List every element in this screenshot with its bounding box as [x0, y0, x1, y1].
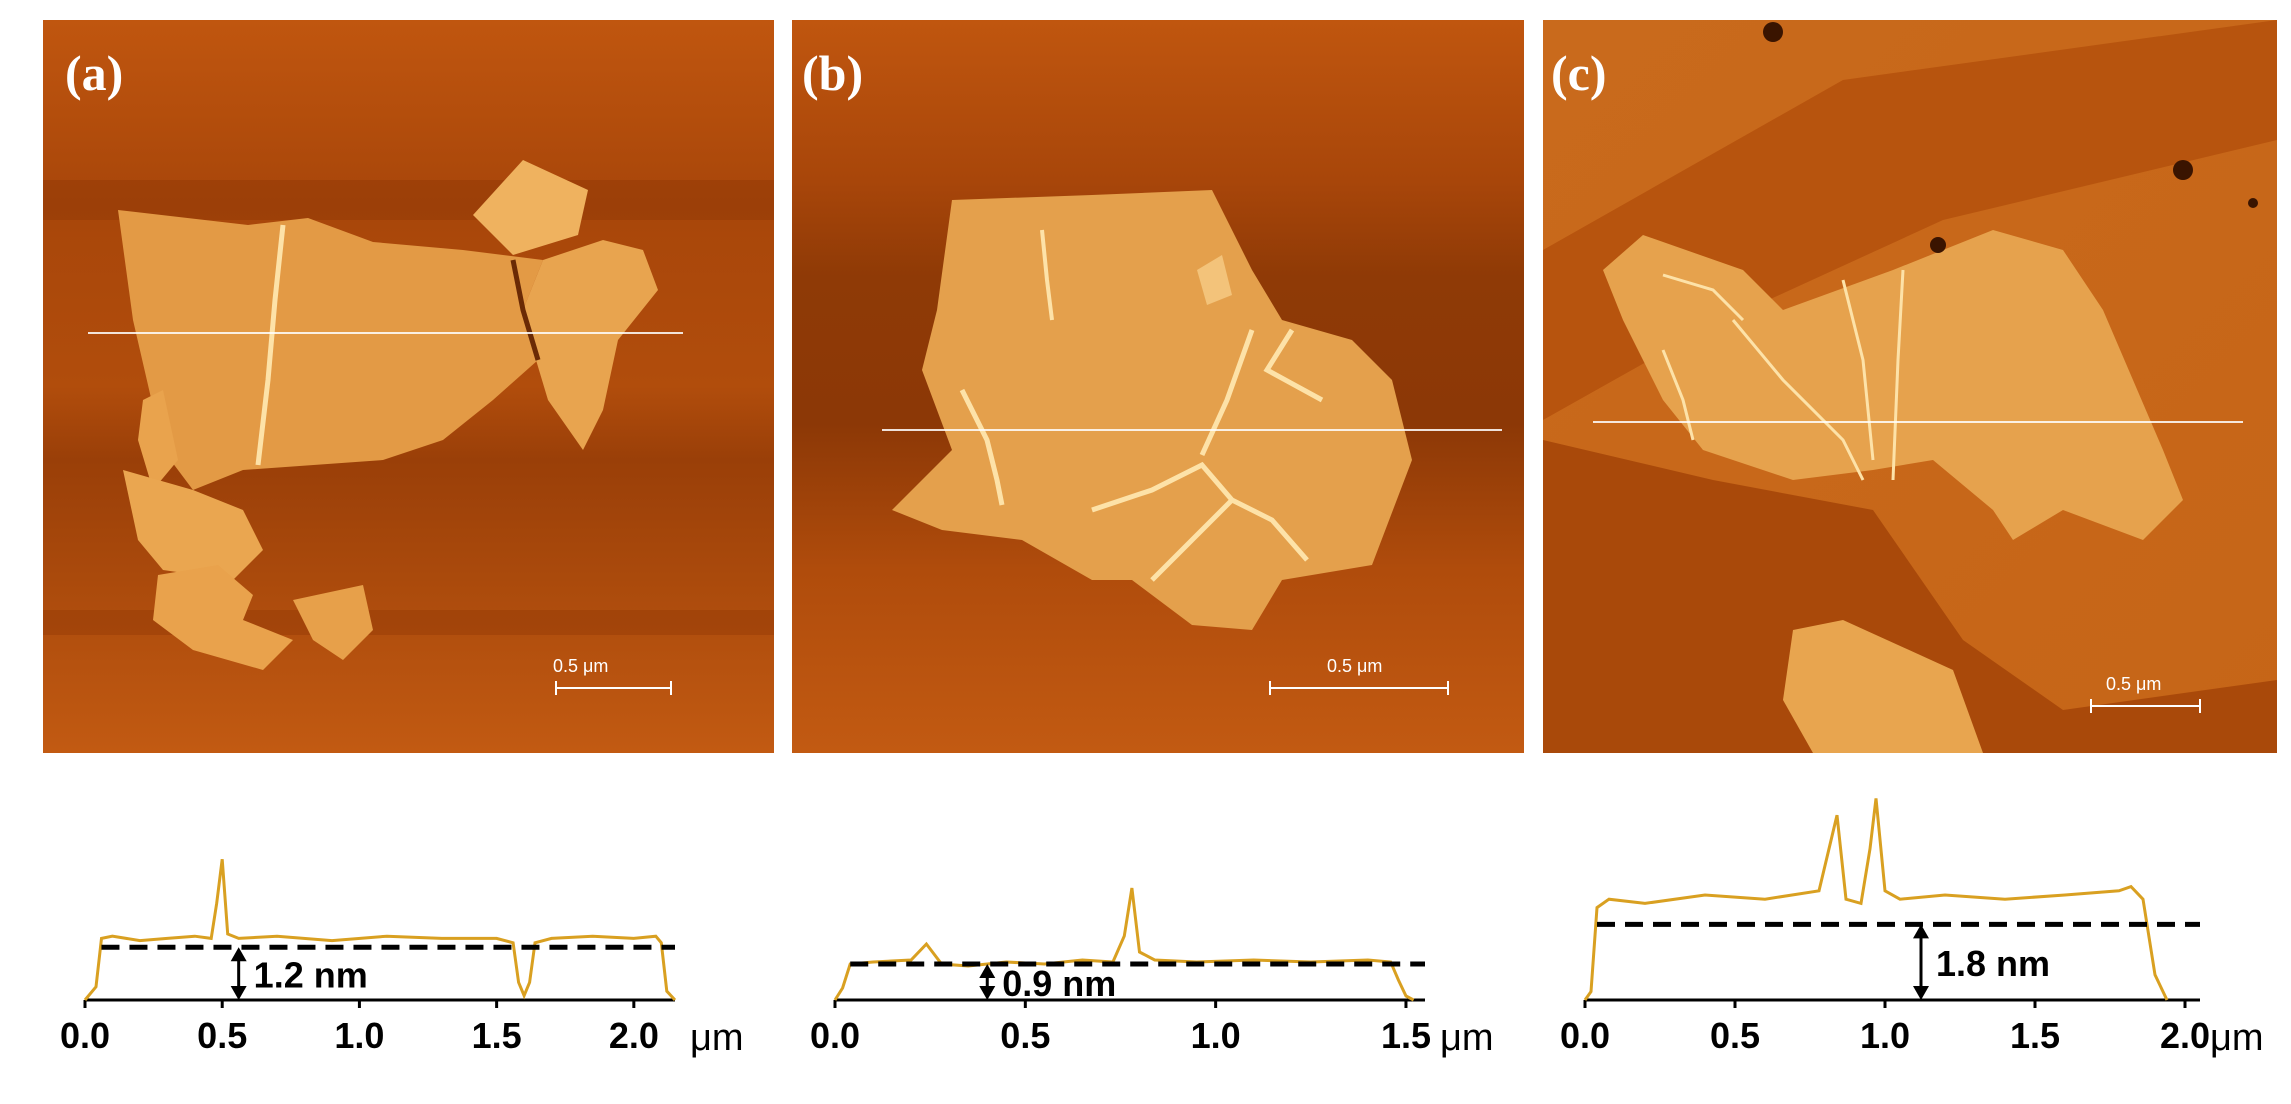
crack — [1040, 229, 1054, 321]
flake — [118, 210, 543, 490]
afm-image-a: (a) 0.5 μm — [43, 20, 774, 753]
substrate-band — [43, 610, 774, 635]
flake — [473, 160, 588, 255]
x-tick-label: 1.0 — [334, 1015, 384, 1056]
pit — [2248, 198, 2258, 208]
crack — [255, 224, 286, 466]
profile-series-line — [1583, 798, 2169, 1001]
flake — [138, 390, 178, 490]
flake — [1783, 620, 1983, 753]
arrow-head-bottom — [979, 986, 996, 1000]
height-profile-b: 0.0 0.5 1.0 1.5 μm 0.9 nm — [810, 887, 1494, 1059]
arrow-head-top — [979, 964, 996, 978]
substrate-band — [1543, 440, 2277, 753]
x-tick-label: 1.5 — [1381, 1015, 1431, 1056]
crack — [1731, 319, 1865, 481]
step-height-label: 0.9 nm — [1002, 963, 1116, 1004]
afm-panel-c: (c) 0.5 μm — [1543, 20, 2277, 753]
scale-bar-label: 0.5 μm — [553, 656, 608, 676]
pit — [1763, 22, 1783, 42]
flake — [523, 240, 658, 450]
crack — [1199, 329, 1255, 457]
substrate-band — [1543, 20, 2277, 420]
flake — [1197, 255, 1232, 305]
x-tick-label: 0.5 — [197, 1015, 247, 1056]
x-axis-unit: μm — [2210, 1017, 2264, 1059]
height-profile-a: 0.0 0.5 1.0 1.5 2.0 μm 1.2 nm — [60, 859, 744, 1059]
crack — [1263, 328, 1324, 403]
arrow-head-bottom — [230, 986, 247, 1000]
x-tick-label: 2.0 — [2160, 1015, 2210, 1056]
panel-label: (c) — [1551, 45, 1607, 101]
crack — [1661, 349, 1695, 441]
flake — [293, 585, 373, 660]
profile-series-line — [83, 859, 677, 1002]
flake — [892, 190, 1412, 630]
x-tick-label: 2.0 — [609, 1015, 659, 1056]
scale-bar-label: 0.5 μm — [1327, 656, 1382, 676]
height-profile-c: 0.0 0.5 1.0 1.5 2.0 μm 1.8 nm — [1560, 798, 2264, 1059]
arrow-head-top — [1913, 924, 1929, 939]
x-tick-label: 0.0 — [60, 1015, 110, 1056]
crack — [959, 388, 1005, 506]
panel-label: (b) — [802, 45, 863, 101]
afm-panel-b: (b) 0.5 μm — [792, 20, 1524, 753]
step-height-label: 1.2 nm — [254, 955, 368, 996]
step-height-label: 1.8 nm — [1936, 943, 2050, 984]
flake — [1603, 230, 2183, 540]
panel-label: (a) — [65, 45, 123, 101]
crack — [1150, 498, 1234, 582]
flake — [153, 565, 293, 670]
afm-panel-a: (a) 0.5 μm — [43, 20, 774, 753]
x-tick-label: 0.5 — [1710, 1015, 1760, 1056]
x-tick-label: 0.0 — [1560, 1015, 1610, 1056]
flake — [123, 470, 263, 580]
arrow-head-bottom — [1913, 986, 1929, 1000]
crack — [1091, 461, 1309, 562]
pit — [2173, 160, 2193, 180]
x-tick-label: 0.5 — [1000, 1015, 1050, 1056]
x-axis-unit: μm — [1440, 1017, 1494, 1059]
substrate-band — [43, 180, 774, 220]
x-tick-label: 0.0 — [810, 1015, 860, 1056]
crack — [510, 259, 541, 361]
x-tick-label: 1.0 — [1191, 1015, 1241, 1056]
arrow-head-top — [230, 947, 247, 962]
x-tick-label: 1.0 — [1860, 1015, 1910, 1056]
crack — [1891, 269, 1905, 481]
x-tick-label: 1.5 — [2010, 1015, 2060, 1056]
x-tick-label: 1.5 — [472, 1015, 522, 1056]
x-axis-unit: μm — [690, 1017, 744, 1059]
crack — [1662, 273, 1745, 322]
pit — [1930, 237, 1946, 253]
profile-series-line — [833, 887, 1415, 1002]
scale-bar-label: 0.5 μm — [2106, 674, 2161, 694]
afm-image-c: (c) 0.5 μm — [1543, 20, 2277, 753]
afm-image-b: (b) 0.5 μm — [792, 20, 1524, 753]
crack — [1841, 279, 1875, 461]
